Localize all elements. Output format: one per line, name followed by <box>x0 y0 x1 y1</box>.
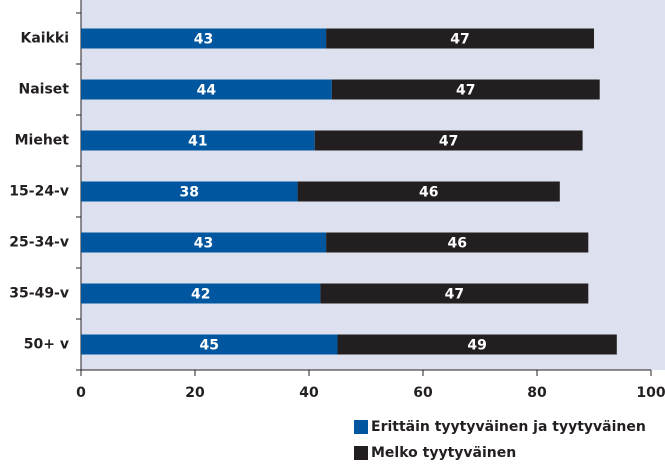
bar-value-label: 46 <box>447 236 466 252</box>
bar-segment <box>337 334 617 355</box>
bar-segment <box>297 181 560 202</box>
x-tick-label: 0 <box>76 385 86 401</box>
bar-value-label: 38 <box>180 185 199 201</box>
y-tick-label: 15-24-v <box>9 184 69 200</box>
bar-segment <box>326 28 594 49</box>
y-tick-label: Kaikki <box>20 31 69 47</box>
bar-segment <box>81 283 321 304</box>
bar-value-label: 49 <box>467 338 486 354</box>
x-tick-label: 60 <box>413 385 433 401</box>
bar-segment <box>81 130 315 151</box>
y-tick-label: 25-34-v <box>9 235 69 251</box>
x-tick-label: 40 <box>299 385 319 401</box>
bar-value-label: 45 <box>200 338 219 354</box>
bar-value-label: 47 <box>450 32 469 48</box>
bar-value-label: 42 <box>191 287 210 303</box>
bar-value-label: 46 <box>419 185 438 201</box>
bar-value-label: 47 <box>456 83 475 99</box>
y-tick-label: 35-49-v <box>9 286 69 302</box>
bar-segment <box>331 79 600 100</box>
bar-segment <box>81 181 298 202</box>
x-tick-label: 100 <box>636 385 665 401</box>
bar-value-label: 44 <box>197 83 217 99</box>
y-tick-label: 50+ v <box>24 337 69 353</box>
bar-segment <box>326 232 589 253</box>
bar-value-label: 47 <box>439 134 458 150</box>
bar-segment <box>314 130 583 151</box>
legend-swatch <box>354 446 368 460</box>
bar-segment <box>81 79 332 100</box>
bar-value-label: 41 <box>188 134 207 150</box>
x-tick-label: 80 <box>527 385 547 401</box>
legend-label: Erittäin tyytyväinen ja tyytyväinen <box>371 419 646 435</box>
bar-value-label: 43 <box>194 236 213 252</box>
y-tick-label: Miehet <box>15 133 70 149</box>
bar-segment <box>320 283 589 304</box>
bar-segment <box>81 28 327 49</box>
legend-swatch <box>354 420 368 434</box>
bar-value-label: 43 <box>194 32 213 48</box>
bar-value-label: 47 <box>445 287 464 303</box>
legend-label: Melko tyytyväinen <box>371 445 516 461</box>
bar-segment <box>81 232 327 253</box>
x-tick-label: 20 <box>185 385 205 401</box>
y-tick-label: Naiset <box>19 82 70 98</box>
bar-segment <box>81 334 338 355</box>
